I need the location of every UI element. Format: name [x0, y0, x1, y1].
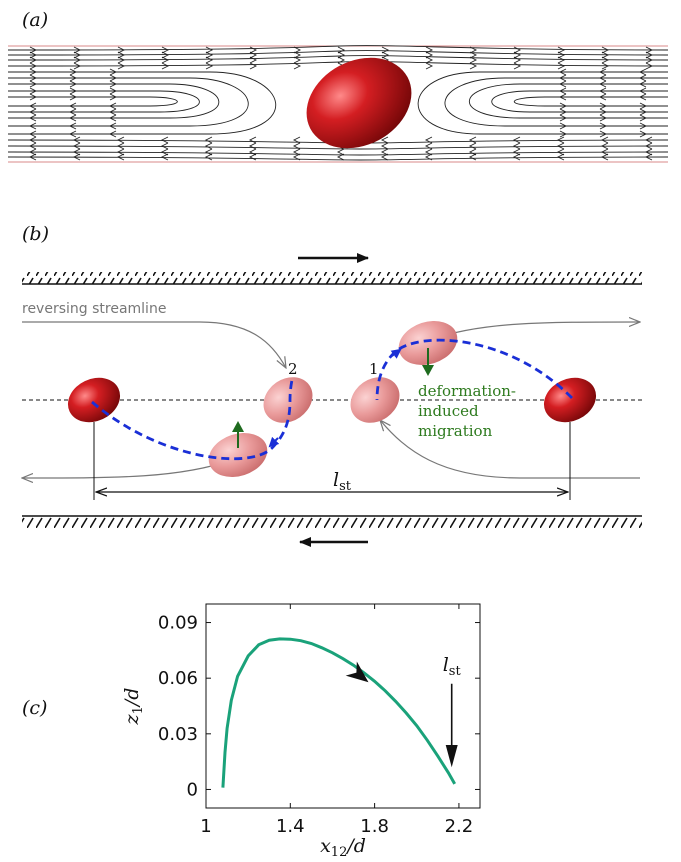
x-axis-label: x12/d — [320, 835, 366, 860]
y-axis-label-main: z — [121, 713, 143, 725]
drop-2-upper — [263, 377, 313, 423]
drop-2-lower — [208, 432, 268, 478]
lst-label: lst — [333, 469, 352, 494]
drop-far-left — [67, 377, 121, 423]
migration-arrow-up — [232, 421, 244, 448]
trajectory-drop-2-arrow — [268, 436, 280, 448]
drop-far-right — [543, 377, 597, 423]
direction-arrow — [345, 661, 369, 683]
x-tick-label: 1.4 — [276, 816, 305, 837]
panel-b-label: (b) — [22, 223, 49, 245]
migration-label: deformation- induced migration — [418, 382, 516, 440]
x-tick-label: 2.2 — [445, 816, 474, 837]
plot-frame — [205, 603, 481, 809]
x-tick-label: 1.8 — [360, 816, 389, 837]
chart-c: 1 1.4 1.8 2.200.030.060.09 lst x12/d z1/d — [121, 603, 481, 860]
drop-number-1: 1 — [369, 360, 379, 378]
x-tick-label: 1 — [200, 816, 211, 837]
migration-label-line-3: migration — [418, 422, 493, 440]
y-tick-label: 0 — [187, 779, 198, 800]
reversing-streamline-label: reversing streamline — [22, 301, 166, 317]
y-tick-label: 0.03 — [158, 724, 198, 745]
y-axis-label: z1/d — [121, 688, 146, 726]
lst-annotation-label: lst — [443, 654, 462, 679]
drop-1-lower — [350, 377, 400, 423]
bottom-wall — [22, 515, 642, 529]
series-curve — [221, 637, 457, 788]
panel-a-label: (a) — [22, 9, 48, 31]
panel-a-streamlines — [7, 45, 669, 163]
drop-1-upper — [398, 320, 458, 366]
x-axis-label-main: x — [320, 835, 331, 857]
migration-arrow-down — [422, 348, 434, 376]
lst-subscript: st — [339, 479, 352, 494]
trajectory-drop-1-arrow — [390, 348, 402, 359]
y-axis-label-tail: /d — [121, 688, 143, 709]
y-axis-label-sub: 1 — [131, 706, 146, 714]
panel-a-drop — [306, 57, 412, 149]
y-tick-label: 0.09 — [158, 613, 198, 634]
y-tick-label: 0.06 — [158, 668, 198, 689]
x-axis-label-sub: 12 — [331, 845, 348, 860]
top-wall — [22, 272, 642, 285]
lst-symbol: l — [333, 469, 339, 491]
drop-number-2: 2 — [288, 360, 298, 378]
migration-label-line-1: deformation- — [418, 382, 516, 400]
migration-label-line-2: induced — [418, 402, 479, 420]
x-axis-label-tail: /d — [345, 835, 366, 857]
panel-c-label: (c) — [22, 697, 47, 719]
trajectory-drop-1 — [375, 338, 573, 401]
lst-annotation-arrow-head — [445, 744, 458, 768]
